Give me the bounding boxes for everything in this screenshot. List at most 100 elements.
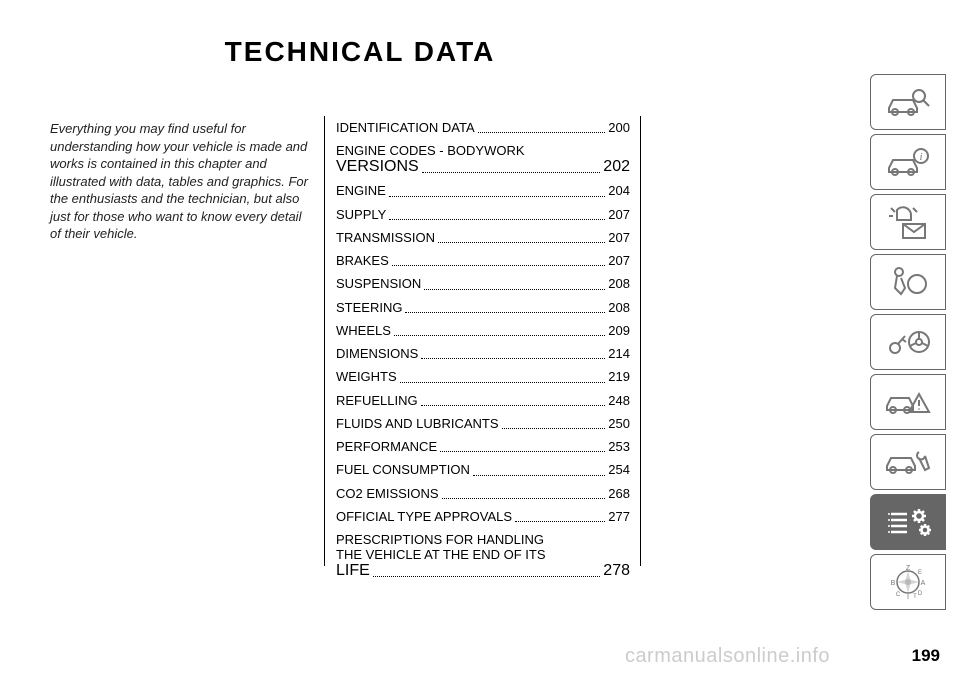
toc-page-number: 204 bbox=[608, 183, 630, 199]
toc-leader-dots bbox=[389, 196, 605, 197]
tab-knowing-instruments[interactable]: i bbox=[870, 134, 946, 190]
toc-label: WHEELS bbox=[336, 323, 391, 339]
tab-safety[interactable] bbox=[870, 254, 946, 310]
toc-page-number: 208 bbox=[608, 300, 630, 316]
toc-page-number: 208 bbox=[608, 276, 630, 292]
list-gear-icon bbox=[883, 502, 933, 542]
toc-page-number: 268 bbox=[608, 486, 630, 502]
toc-entry: SUSPENSION 208 bbox=[336, 276, 630, 292]
toc-label: BRAKES bbox=[336, 253, 389, 269]
toc-page-number: 278 bbox=[603, 562, 630, 580]
toc-page-number: 207 bbox=[608, 230, 630, 246]
toc-label: WEIGHTS bbox=[336, 369, 397, 385]
toc-leader-dots bbox=[389, 219, 605, 220]
car-triangle-icon bbox=[883, 382, 933, 422]
watermark-text: carmanualsonline.info bbox=[625, 645, 830, 668]
toc-entry: WEIGHTS 219 bbox=[336, 369, 630, 385]
toc-leader-dots bbox=[442, 498, 606, 499]
toc-label: STEERING bbox=[336, 300, 402, 316]
car-search-icon bbox=[883, 82, 933, 122]
toc-leader-dots bbox=[422, 172, 601, 173]
table-of-contents: IDENTIFICATION DATA 200 ENGINE CODES - BOD… bbox=[336, 120, 630, 587]
car-wrench-icon bbox=[883, 442, 933, 482]
toc-label: DIMENSIONS bbox=[336, 346, 418, 362]
tab-knowing-car[interactable] bbox=[870, 74, 946, 130]
toc-leader-dots bbox=[438, 242, 605, 243]
toc-label: IDENTIFICATION DATA bbox=[336, 120, 475, 136]
toc-entry: PRESCRIPTIONS FOR HANDLINGTHE VEHICLE AT… bbox=[336, 532, 630, 580]
tab-emergency[interactable] bbox=[870, 374, 946, 430]
toc-leader-dots bbox=[421, 358, 605, 359]
tab-technical-data[interactable] bbox=[870, 494, 946, 550]
svg-text:i: i bbox=[919, 151, 922, 163]
toc-page-number: 214 bbox=[608, 346, 630, 362]
svg-text:B: B bbox=[891, 580, 896, 587]
toc-label: OFFICIAL TYPE APPROVALS bbox=[336, 509, 512, 525]
toc-page-number: 254 bbox=[608, 462, 630, 478]
toc-label: REFUELLING bbox=[336, 393, 418, 409]
toc-leader-dots bbox=[473, 475, 605, 476]
toc-page-number: 253 bbox=[608, 439, 630, 455]
toc-entry: REFUELLING248 bbox=[336, 393, 630, 409]
toc-leader-dots bbox=[405, 312, 605, 313]
toc-entry: SUPPLY 207 bbox=[336, 207, 630, 223]
intro-paragraph: Everything you may find useful for under… bbox=[50, 120, 310, 243]
lamp-mail-icon bbox=[883, 202, 933, 242]
toc-page-number: 277 bbox=[608, 509, 630, 525]
toc-label: FLUIDS AND LUBRICANTS bbox=[336, 416, 499, 432]
toc-entry: BRAKES 207 bbox=[336, 253, 630, 269]
svg-text:T: T bbox=[913, 594, 917, 600]
toc-leader-dots bbox=[502, 428, 606, 429]
toc-leader-dots bbox=[373, 576, 601, 577]
toc-label: TRANSMISSION bbox=[336, 230, 435, 246]
toc-label: FUEL CONSUMPTION bbox=[336, 462, 470, 478]
toc-page-number: 209 bbox=[608, 323, 630, 339]
toc-label-line: THE VEHICLE AT THE END OF ITS bbox=[336, 547, 630, 562]
toc-label-line: PRESCRIPTIONS FOR HANDLING bbox=[336, 532, 630, 547]
toc-entry: IDENTIFICATION DATA 200 bbox=[336, 120, 630, 136]
toc-leader-dots bbox=[394, 335, 605, 336]
toc-entry: STEERING 208 bbox=[336, 300, 630, 316]
toc-entry: FLUIDS AND LUBRICANTS 250 bbox=[336, 416, 630, 432]
svg-text:A: A bbox=[921, 580, 926, 587]
column-divider-right bbox=[640, 116, 641, 566]
toc-leader-dots bbox=[400, 382, 606, 383]
compass-icon: Z I B AE D C T bbox=[883, 562, 933, 602]
toc-entry: PERFORMANCE 253 bbox=[336, 439, 630, 455]
toc-label: PERFORMANCE bbox=[336, 439, 437, 455]
svg-text:I: I bbox=[907, 594, 909, 601]
section-tabs-sidebar: i Z I B AE D C T bbox=[870, 74, 946, 610]
toc-entry: DIMENSIONS 214 bbox=[336, 346, 630, 362]
toc-label: VERSIONS bbox=[336, 158, 419, 176]
toc-page-number: 207 bbox=[608, 207, 630, 223]
toc-page-number: 250 bbox=[608, 416, 630, 432]
tab-maintenance[interactable] bbox=[870, 434, 946, 490]
toc-page-number: 202 bbox=[603, 158, 630, 176]
car-info-icon: i bbox=[883, 142, 933, 182]
toc-entry: FUEL CONSUMPTION 254 bbox=[336, 462, 630, 478]
airbag-icon bbox=[883, 262, 933, 302]
toc-label: CO2 EMISSIONS bbox=[336, 486, 439, 502]
toc-label: ENGINE bbox=[336, 183, 386, 199]
toc-label: SUSPENSION bbox=[336, 276, 421, 292]
toc-leader-dots bbox=[515, 521, 605, 522]
toc-leader-dots bbox=[478, 132, 606, 133]
toc-page-number: 200 bbox=[608, 120, 630, 136]
tab-starting-driving[interactable] bbox=[870, 314, 946, 370]
svg-text:C: C bbox=[896, 592, 901, 598]
toc-leader-dots bbox=[440, 451, 605, 452]
toc-page-number: 219 bbox=[608, 369, 630, 385]
toc-page-number: 207 bbox=[608, 253, 630, 269]
toc-entry: ENGINE 204 bbox=[336, 183, 630, 199]
key-wheel-icon bbox=[883, 322, 933, 362]
toc-label: SUPPLY bbox=[336, 207, 386, 223]
svg-text:E: E bbox=[918, 570, 922, 576]
toc-label: LIFE bbox=[336, 562, 370, 580]
svg-text:D: D bbox=[918, 591, 923, 597]
toc-label-line: ENGINE CODES - BODYWORK bbox=[336, 143, 630, 158]
tab-warning-lights[interactable] bbox=[870, 194, 946, 250]
tab-index[interactable]: Z I B AE D C T bbox=[870, 554, 946, 610]
page-title: TECHNICAL DATA bbox=[0, 36, 720, 68]
column-divider-left bbox=[324, 116, 325, 566]
svg-text:Z: Z bbox=[906, 565, 911, 572]
